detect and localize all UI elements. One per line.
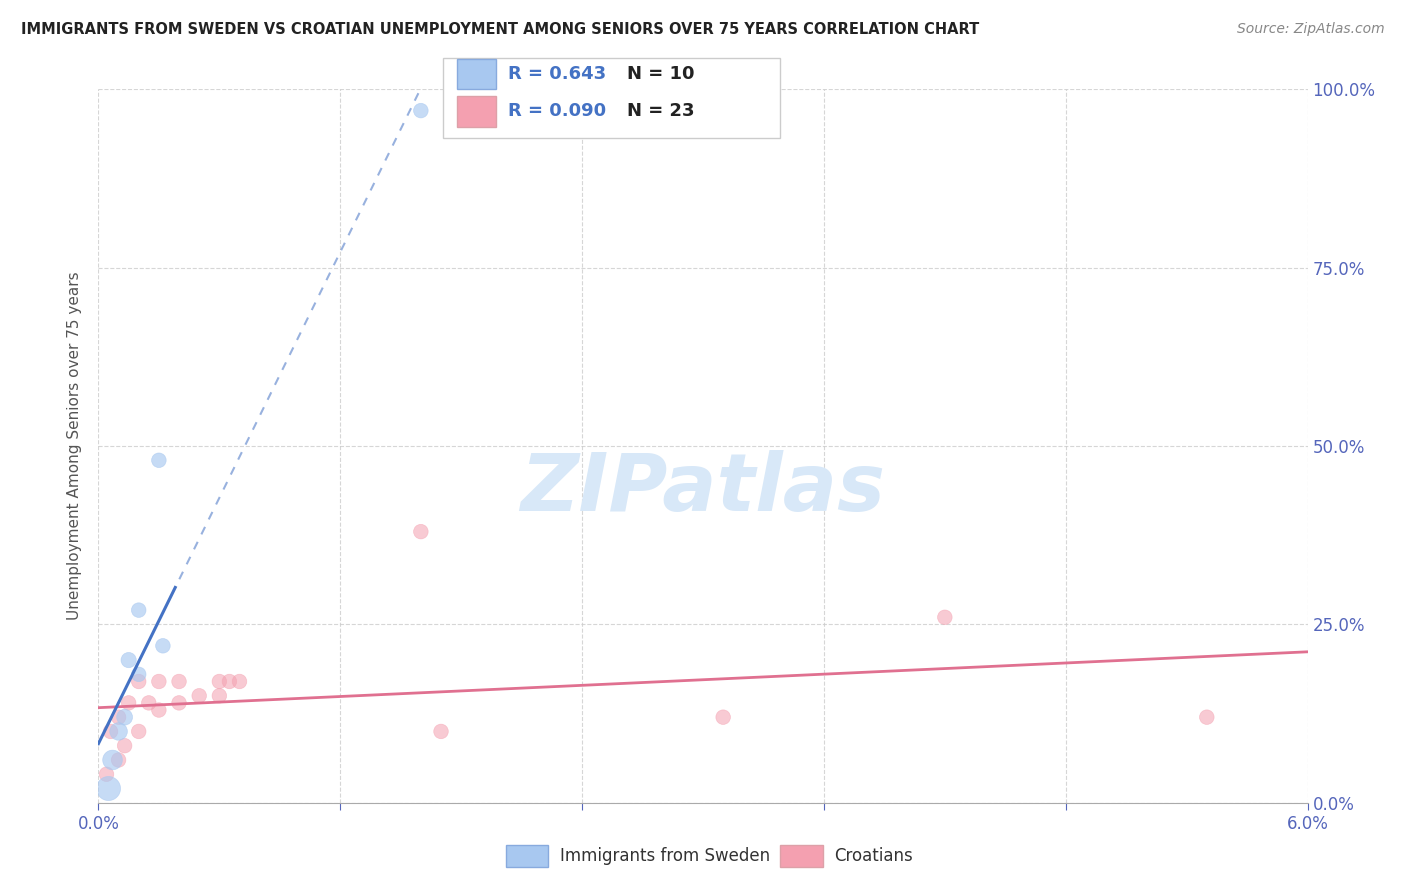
Point (107, 710, 129, 724)
Point (114, 710, 136, 724)
Point (208, 674, 231, 689)
Point (430, 724, 453, 739)
Point (138, 696, 160, 710)
Point (96, 767, 118, 781)
Point (148, 453, 170, 467)
Text: R = 0.643: R = 0.643 (508, 65, 606, 83)
Point (218, 674, 240, 689)
Point (148, 703, 170, 717)
Point (100, 724, 122, 739)
Point (107, 753, 129, 767)
Point (711, 710, 734, 724)
Text: R = 0.090: R = 0.090 (508, 103, 606, 120)
Text: Croatians: Croatians (834, 847, 912, 865)
Text: IMMIGRANTS FROM SWEDEN VS CROATIAN UNEMPLOYMENT AMONG SENIORS OVER 75 YEARS CORR: IMMIGRANTS FROM SWEDEN VS CROATIAN UNEMP… (21, 22, 980, 37)
Point (148, 674, 170, 689)
Point (101, 753, 124, 767)
Point (409, 524, 432, 539)
Point (188, 689, 211, 703)
Point (208, 689, 231, 703)
Point (167, 696, 190, 710)
Point (228, 674, 250, 689)
Text: Source: ZipAtlas.com: Source: ZipAtlas.com (1237, 22, 1385, 37)
Point (152, 639, 174, 653)
Point (107, 724, 129, 739)
Point (128, 603, 150, 617)
Text: ZIPatlas: ZIPatlas (520, 450, 886, 528)
Point (1195, 710, 1218, 724)
Text: Immigrants from Sweden: Immigrants from Sweden (560, 847, 769, 865)
Point (934, 610, 956, 624)
Point (114, 739, 136, 753)
Text: N = 10: N = 10 (627, 65, 695, 83)
Text: N = 23: N = 23 (627, 103, 695, 120)
Point (97, 781, 120, 796)
Point (118, 653, 141, 667)
Point (128, 667, 150, 681)
Y-axis label: Unemployment Among Seniors over 75 years: Unemployment Among Seniors over 75 years (67, 272, 83, 620)
Point (118, 696, 141, 710)
Point (167, 674, 190, 689)
Point (128, 674, 150, 689)
Point (409, 103, 432, 118)
Point (128, 724, 150, 739)
